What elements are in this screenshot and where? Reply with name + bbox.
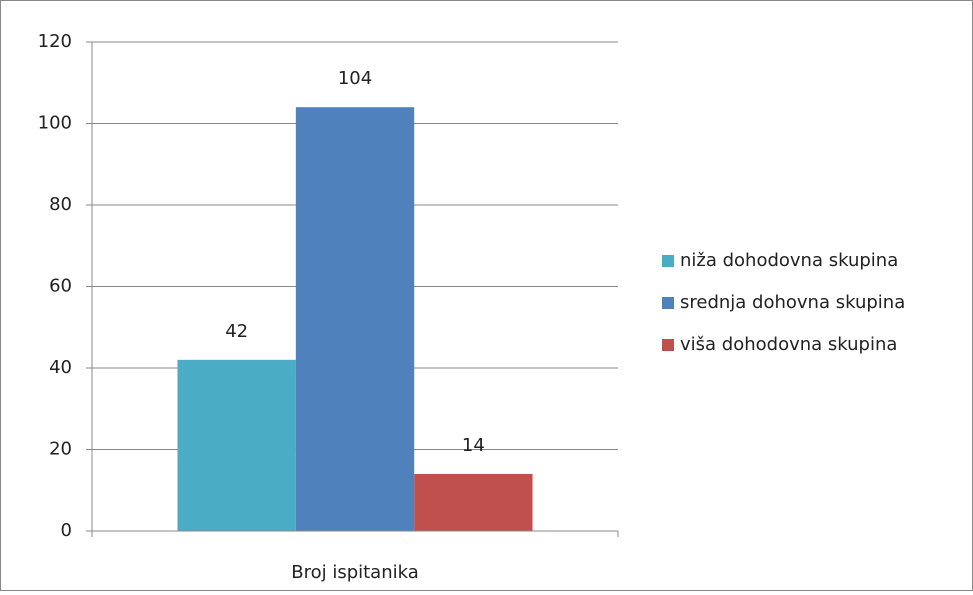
legend-swatch [662, 297, 674, 309]
y-tick-label: 100 [38, 113, 72, 134]
y-tick-label: 20 [49, 439, 72, 460]
y-tick-label: 60 [49, 276, 72, 297]
y-tick-label: 120 [38, 31, 72, 52]
y-tick-label: 0 [61, 520, 72, 541]
y-tick-label: 40 [49, 357, 72, 378]
data-label: 14 [462, 435, 485, 456]
legend-label: srednja dohovna skupina [680, 292, 905, 313]
legend-label: viša dohodovna skupina [680, 334, 897, 355]
x-tick-label: Broj ispitanika [291, 562, 419, 583]
bar [177, 359, 296, 531]
legend-swatch [662, 255, 674, 267]
legend-swatch [662, 339, 674, 351]
data-label: 104 [338, 68, 372, 89]
legend-label: niža dohodovna skupina [680, 250, 898, 271]
bar [414, 473, 533, 531]
data-label: 42 [225, 321, 248, 342]
y-tick-label: 80 [49, 194, 72, 215]
bar [295, 107, 415, 531]
